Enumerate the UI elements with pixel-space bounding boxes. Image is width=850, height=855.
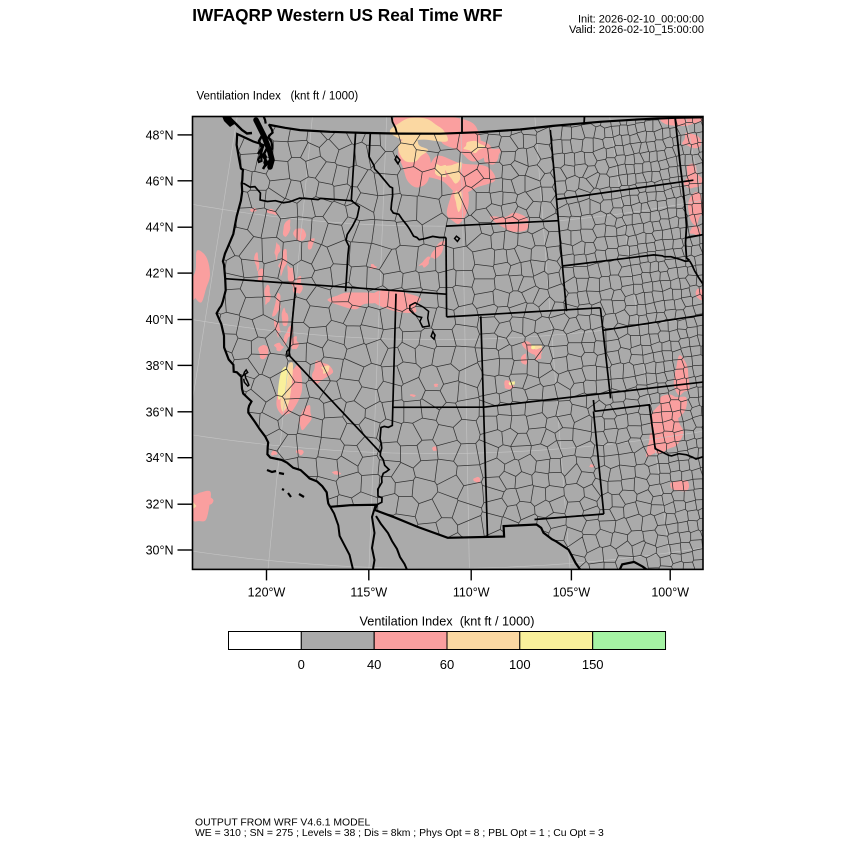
svg-text:IWFAQRP Western US Real Time W: IWFAQRP Western US Real Time WRF (192, 5, 502, 25)
svg-text:44°N: 44°N (146, 221, 174, 235)
svg-text:Ventilation Index (knt ft /: Ventilation Index (knt ft / 1000) (197, 91, 359, 103)
svg-text:60: 60 (440, 657, 454, 672)
svg-text:115°W: 115°W (350, 585, 387, 599)
svg-text:42°N: 42°N (146, 267, 174, 281)
svg-text:OUTPUT FROM WRF V4.6.1 MODEL: OUTPUT FROM WRF V4.6.1 MODEL (195, 818, 371, 829)
svg-text:48°N: 48°N (146, 128, 174, 142)
svg-text:Valid: 2026-02-10_15:00:00: Valid: 2026-02-10_15:00:00 (569, 24, 704, 36)
svg-text:30°N: 30°N (146, 544, 174, 558)
svg-text:120°W: 120°W (248, 585, 286, 599)
svg-text:150: 150 (582, 657, 604, 672)
svg-text:100°W: 100°W (651, 585, 689, 599)
svg-text:34°N: 34°N (146, 451, 174, 465)
svg-text:0: 0 (298, 657, 305, 672)
svg-text:Ventilation Index (knt ft / 1: Ventilation Index (knt ft / 1000) (360, 615, 535, 629)
svg-text:40: 40 (367, 657, 381, 672)
svg-text:36°N: 36°N (146, 405, 174, 419)
svg-text:38°N: 38°N (146, 359, 174, 373)
svg-text:40°N: 40°N (146, 313, 174, 327)
svg-text:46°N: 46°N (146, 174, 174, 188)
svg-text:100: 100 (509, 657, 531, 672)
svg-text:Init: 2026-02-10_00:00:00: Init: 2026-02-10_00:00:00 (578, 14, 704, 26)
svg-text:105°W: 105°W (553, 585, 591, 599)
svg-text:32°N: 32°N (146, 498, 174, 512)
svg-text:WE = 310 ; SN = 275 ; Levels =: WE = 310 ; SN = 275 ; Levels = 38 ; Dis … (195, 828, 604, 839)
svg-text:110°W: 110°W (453, 585, 490, 599)
